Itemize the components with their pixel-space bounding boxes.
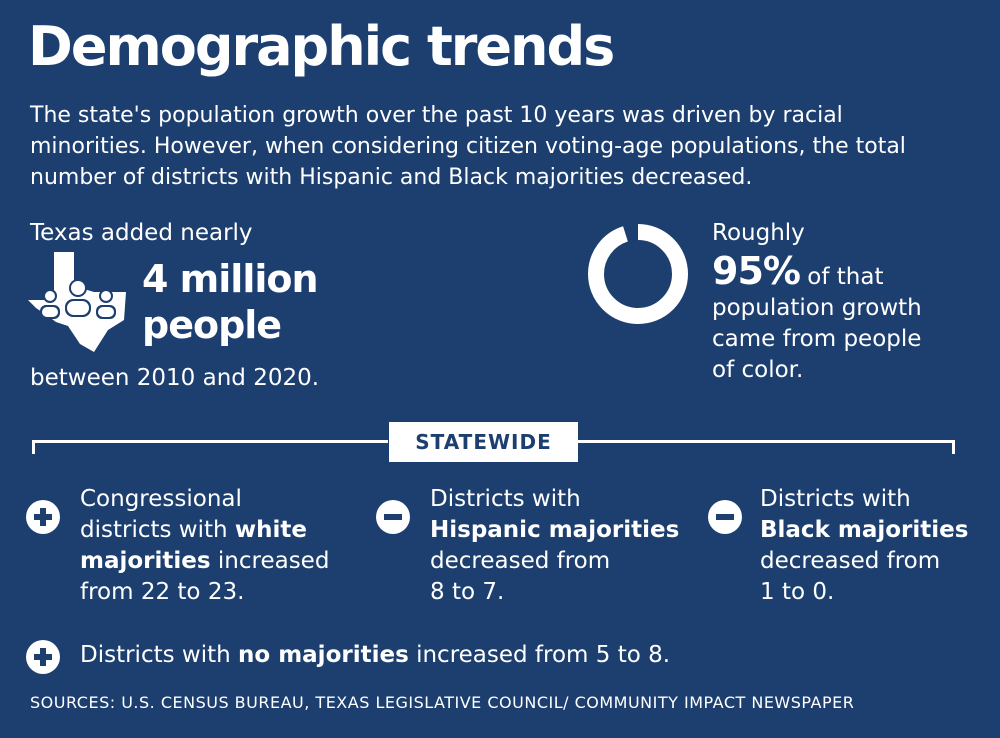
share-block: 95% of that population growth came from … (712, 252, 982, 386)
page-title: Demographic trends (28, 15, 615, 78)
item-white-majorities: Congressional districts with white major… (80, 484, 329, 608)
item-line: increased from 5 to 8. (408, 642, 671, 668)
bracket-right (578, 440, 955, 454)
item-hispanic-majorities: Districts with Hispanic majorities decre… (430, 484, 679, 608)
growth-lead: Texas added nearly (30, 220, 253, 246)
item-line: increased (210, 548, 330, 574)
item-emphasis: white (234, 517, 308, 543)
item-line: Congressional (80, 486, 242, 512)
item-line: 1 to 0. (760, 579, 835, 605)
share-text-line3: came from people (712, 326, 922, 352)
bracket-left (32, 440, 388, 454)
item-black-majorities: Districts with Black majorities decrease… (760, 484, 968, 608)
intro-paragraph: The state's population growth over the p… (30, 103, 906, 190)
item-no-majorities: Districts with no majorities increased f… (80, 640, 670, 671)
plus-icon (26, 500, 60, 534)
growth-figure: 4 million people (142, 256, 319, 348)
item-line: Districts with (430, 486, 581, 512)
statewide-label: STATEWIDE (389, 422, 578, 462)
minus-icon (376, 500, 410, 534)
share-text-line1: of that (799, 264, 884, 290)
growth-figure-line1: 4 million (142, 257, 319, 301)
item-line: decreased from (430, 548, 611, 574)
texas-people-icon (28, 252, 126, 352)
sources-footer: SOURCES: U.S. CENSUS BUREAU, TEXAS LEGIS… (30, 693, 855, 712)
item-emphasis: Black majorities (760, 517, 969, 543)
share-text-line4: of color. (712, 357, 804, 383)
item-emphasis: Hispanic majorities (430, 517, 680, 543)
item-line: decreased from (760, 548, 941, 574)
item-emphasis: majorities (80, 548, 211, 574)
item-line: Districts with (760, 486, 911, 512)
growth-figure-line2: people (142, 303, 282, 347)
item-line: Districts with (80, 642, 239, 668)
item-line: 8 to 7. (430, 579, 505, 605)
item-line: from 22 to 23. (80, 579, 245, 605)
item-line: districts with (80, 517, 235, 543)
share-text-line2: population growth (712, 295, 922, 321)
minus-icon (708, 500, 742, 534)
share-lead: Roughly (712, 220, 805, 246)
share-value: 95% (712, 249, 801, 293)
item-emphasis: no majorities (238, 642, 409, 668)
plus-icon (26, 640, 60, 674)
donut-icon (588, 224, 688, 324)
growth-period: between 2010 and 2020. (30, 365, 320, 391)
